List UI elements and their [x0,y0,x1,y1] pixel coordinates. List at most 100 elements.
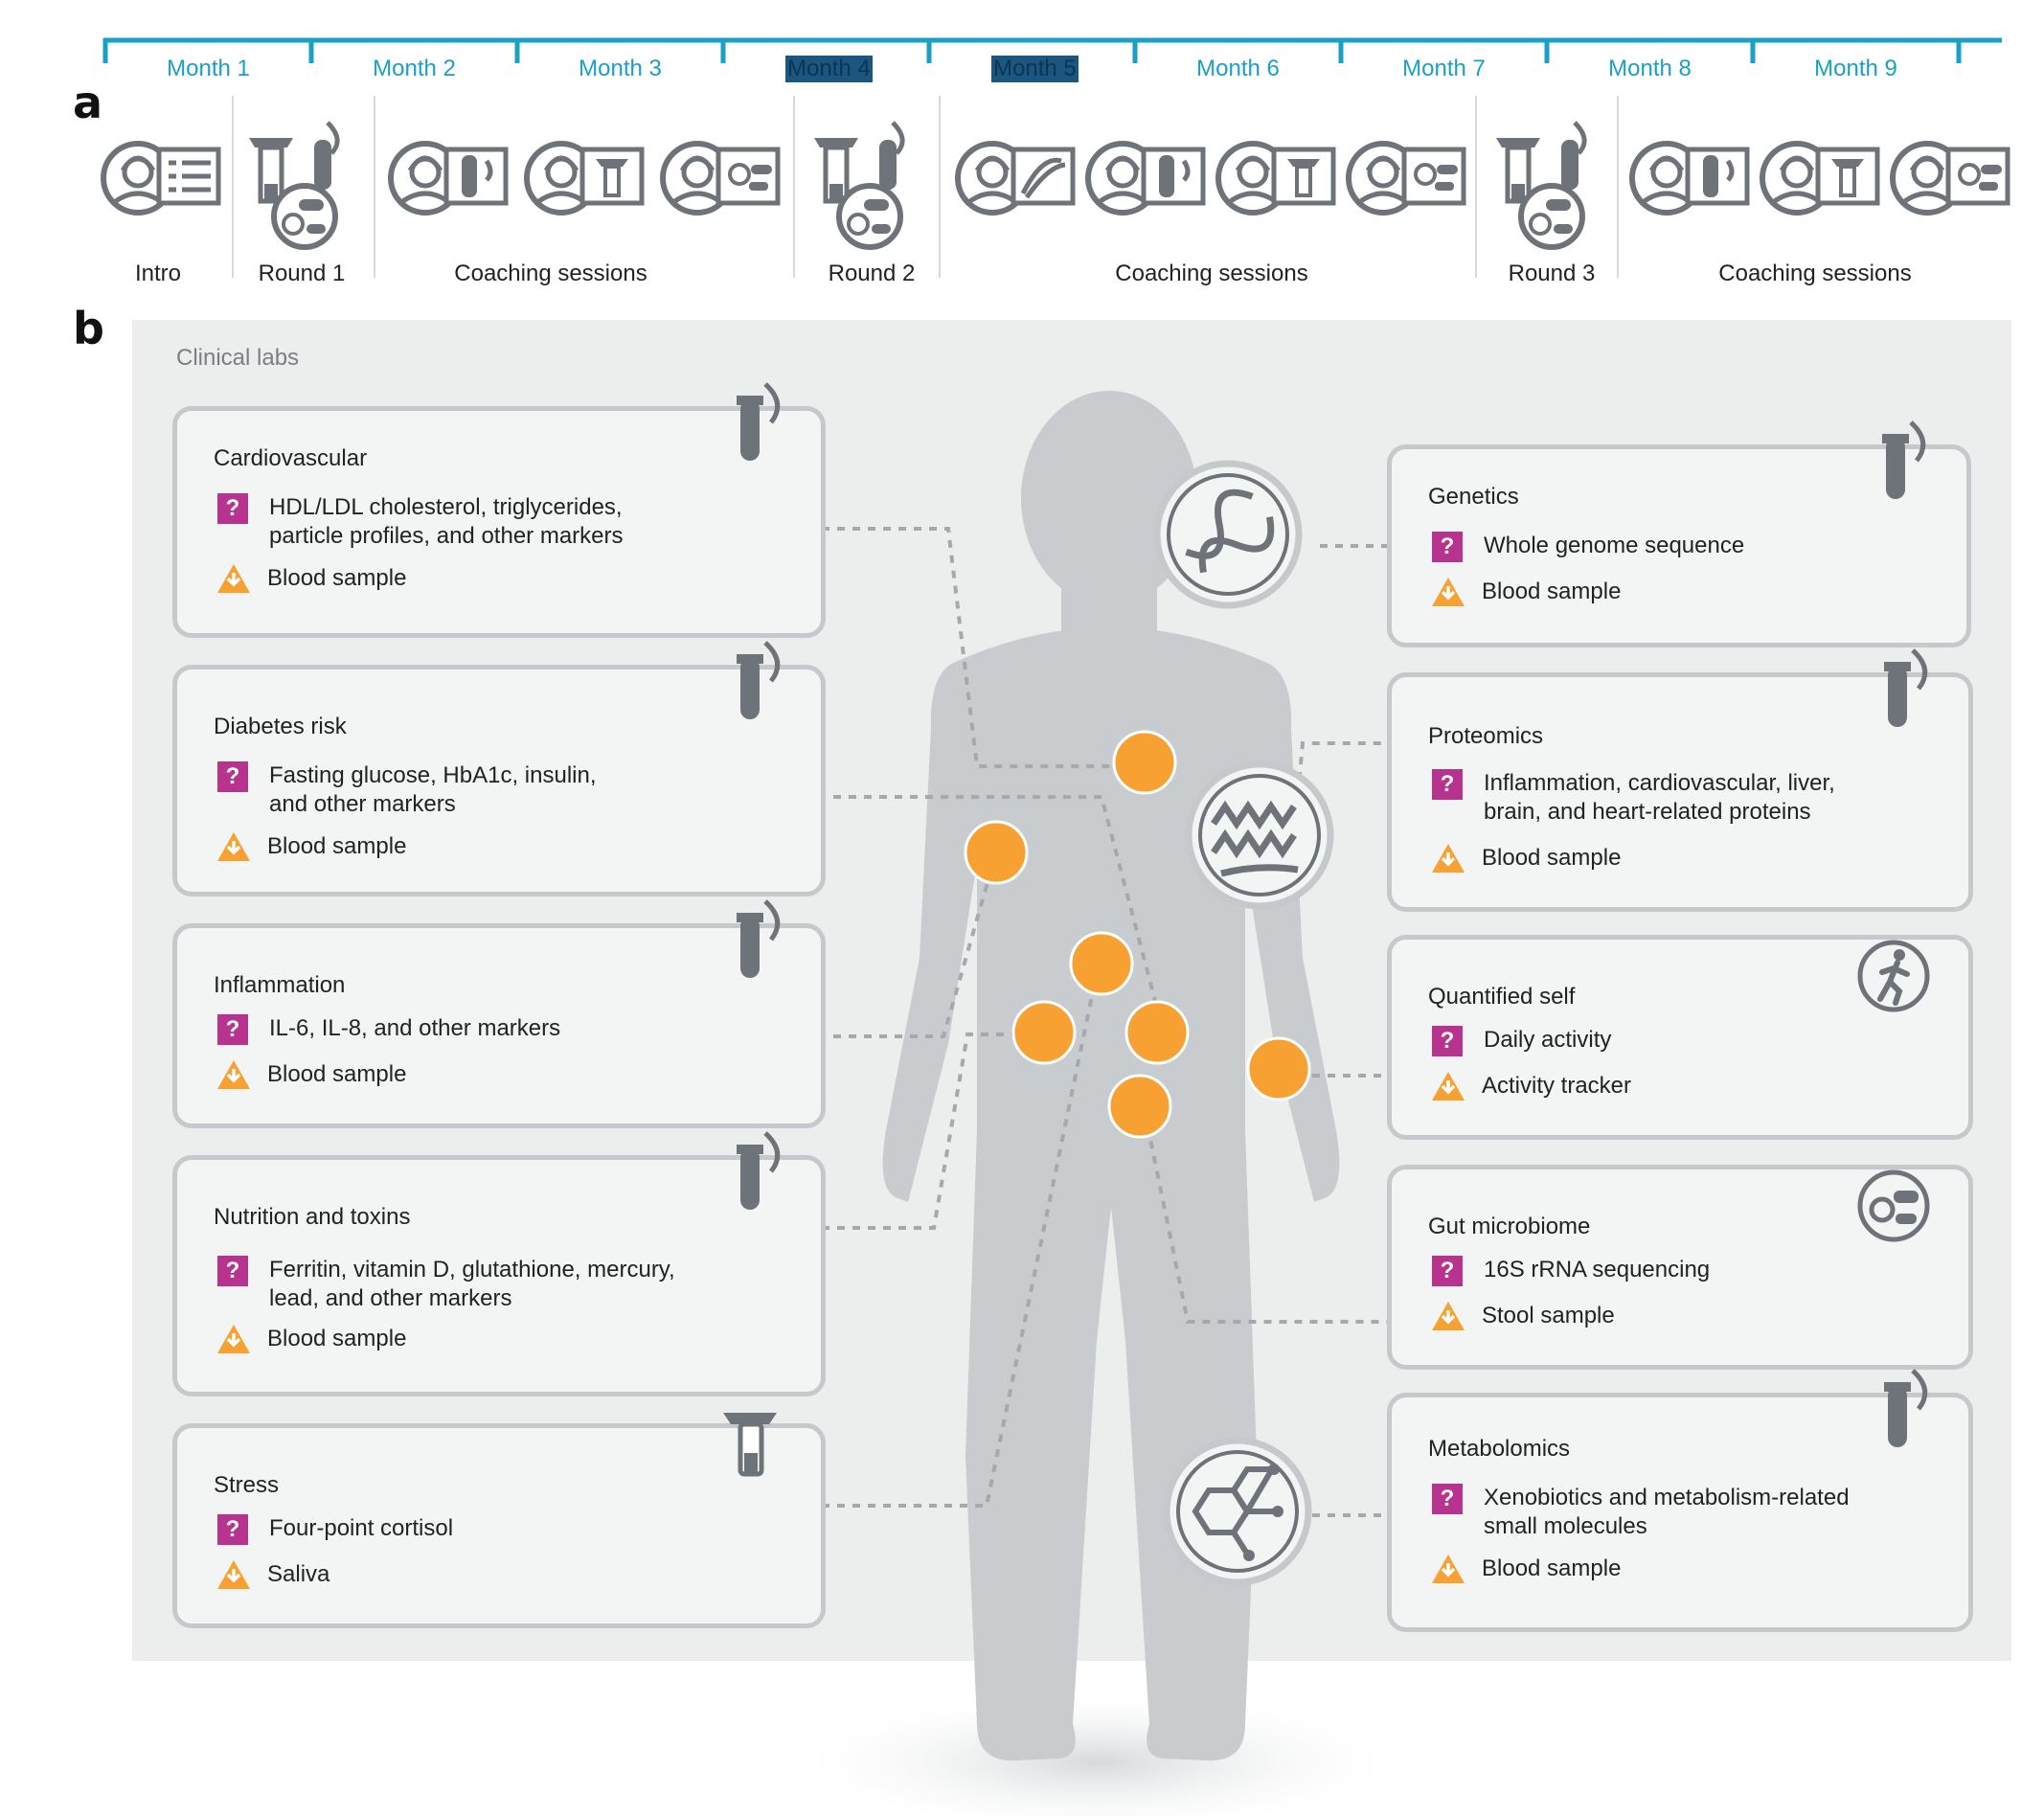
coaching-session-icon [523,136,647,237]
sample-type-icon [1432,1555,1465,1583]
question-icon: ? [217,1014,248,1045]
month-label: Month 1 [167,56,250,81]
sample-type-icon [217,1560,250,1589]
molecule-circle-icon [1163,1437,1312,1586]
sample-text: Saliva [267,1561,330,1587]
panel-b-label: b [73,303,104,354]
stage-label-round-2: Round 2 [828,261,916,286]
question-icon: ? [1432,769,1463,800]
saliva-tube-icon [717,1399,784,1490]
sample-type-icon [217,832,250,861]
coaching-session-icon [1084,136,1209,237]
lab-card-diabetes-risk: Diabetes risk? Fasting glucose, HbA1c, in… [172,641,826,897]
question-icon: ? [1432,1026,1463,1056]
sample-type-icon [1432,1072,1465,1101]
phase-divider [1475,96,1477,278]
sample-text: Blood sample [267,1061,407,1087]
question-icon: ? [1432,1484,1463,1514]
blood-tube-icon [727,382,784,473]
stage-label-round-3: Round 3 [1508,261,1596,286]
measure-row: ? Whole genome sequence [1432,532,1744,562]
lab-card-cardiovascular: Cardiovascular? HDL/LDL cholesterol, trig… [172,382,826,638]
measure-text: Inflammation, cardiovascular, liver, brai… [1484,770,1835,825]
measure-row: ? Inflammation, cardiovascular, liver, bra… [1432,769,1835,827]
blood-tube-icon [727,899,784,990]
lab-card-gut-microbiome: Gut microbiome? 16S rRNA sequencing Stool … [1387,1165,1973,1370]
sample-text: Blood sample [267,565,407,591]
measure-row: ? 16S rRNA sequencing [1432,1256,1710,1286]
panel-a-label: a [73,77,103,128]
body-shadow [809,1695,1384,1816]
coaching-session-icon [387,136,511,237]
lab-card-stress: Stress? Four-point cortisol Saliva [172,1413,826,1628]
coaching-session-icon [659,136,784,237]
sample-row: Saliva [216,1560,329,1591]
phase-divider [939,96,941,278]
organ-markers [964,730,1311,1139]
blood-tube-icon [727,641,784,732]
blood-tube-icon [1873,420,1930,511]
stage-label-intro: Intro [134,261,182,286]
lab-card-title: Diabetes risk [214,714,347,739]
blood-tube-icon [1874,648,1932,739]
sample-row: Blood sample [216,1060,406,1091]
phase-divider [232,96,234,278]
sample-text: Blood sample [1482,1555,1622,1581]
month-label: Month 2 [373,56,456,81]
organ-marker [1107,1074,1172,1139]
month-label: Month 7 [1402,56,1486,81]
sample-type-icon [217,564,250,593]
lab-card-title: Quantified self [1428,984,1576,1010]
measure-text: Xenobiotics and metabolism-related small … [1484,1485,1850,1539]
blood-tube-icon [1874,1369,1932,1460]
sample-text: Blood sample [267,833,407,859]
measure-row: ? Daily activity [1432,1026,1611,1056]
measure-row: ? Xenobiotics and metabolism-related small… [1432,1484,1850,1541]
sample-row: Stool sample [1430,1302,1615,1332]
sample-row: Activity tracker [1430,1072,1631,1102]
month-label: Month 6 [1196,56,1280,81]
lab-card-title: Inflammation [214,972,346,998]
question-icon: ? [217,1514,248,1545]
month-label: Month 4 [785,56,873,82]
measure-row: ? Four-point cortisol [217,1514,453,1545]
phase-divider [1617,96,1619,278]
sample-type-icon [217,1325,250,1353]
phase-divider [793,96,795,278]
measure-text: Fasting glucose, HbA1c, insulin, and othe… [269,762,597,817]
sample-text: Activity tracker [1482,1073,1632,1099]
organ-marker [1112,730,1177,795]
coaching-session-icon [1215,136,1339,237]
stage-label-round-1: Round 1 [258,261,346,286]
measure-row: ? HDL/LDL cholesterol, triglycerides, part… [217,493,624,551]
measure-row: ? Fasting glucose, HbA1c, insulin, and oth… [217,761,597,819]
organ-marker [1246,1036,1311,1101]
lab-card-title: Metabolomics [1428,1436,1571,1462]
measure-text: 16S rRNA sequencing [1484,1257,1711,1283]
sample-row: Blood sample [216,1325,406,1355]
sample-round-icon [241,117,347,256]
organ-marker [1124,1000,1190,1065]
measure-text: Daily activity [1484,1027,1612,1053]
sample-text: Blood sample [1482,579,1622,604]
phase-divider [374,96,375,278]
stage-label-coaching-2: Coaching sessions [1115,261,1308,286]
question-icon: ? [217,1256,248,1286]
stage-label-coaching-3: Coaching sessions [1718,261,1912,286]
sample-type-icon [1432,578,1465,606]
measure-text: Whole genome sequence [1484,533,1745,558]
sample-round-icon [806,117,912,256]
sample-row: Blood sample [216,832,406,863]
lab-card-proteomics: Proteomics? Inflammation, cardiovascular,… [1387,648,1973,912]
coaching-session-icon [1889,136,2013,237]
question-icon: ? [1432,532,1463,562]
microbe-icon [1855,1168,1932,1249]
coaching-session-icon [954,136,1079,237]
measure-text: Ferritin, vitamin D, glutathione, mercur… [269,1257,675,1311]
blood-tube-icon [727,1131,784,1222]
sample-row: Blood sample [1430,578,1621,608]
month-label: Month 8 [1608,56,1692,81]
lab-card-inflammation: Inflammation? IL-6, IL-8, and other marke… [172,899,826,1128]
question-icon: ? [217,761,248,792]
